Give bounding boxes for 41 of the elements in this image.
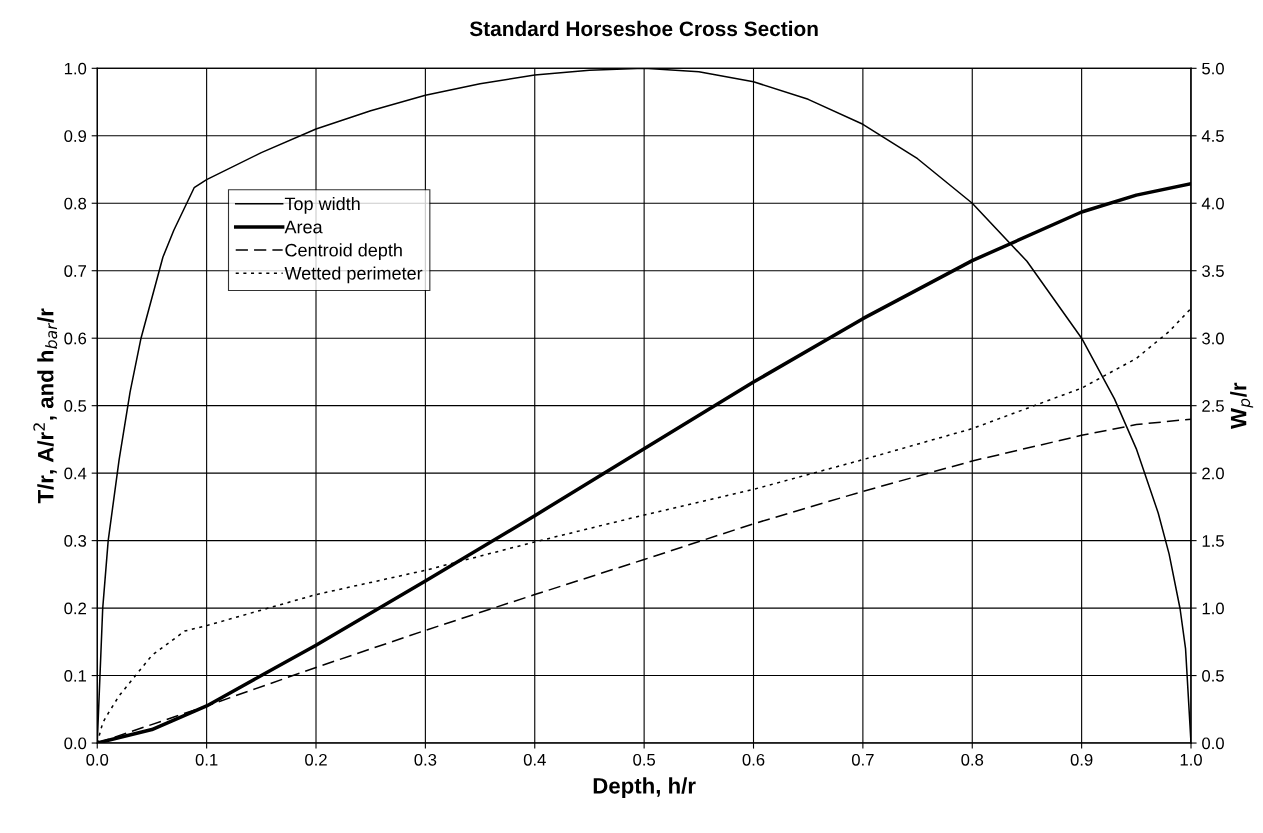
x-tick-label: 1.0: [1180, 753, 1202, 766]
y2-tick-label: 1.0: [1202, 602, 1224, 615]
y2-tick-label: 5.0: [1202, 62, 1224, 75]
y2-tick-label: 2.0: [1202, 467, 1224, 480]
y-tick-label: 0.6: [64, 332, 87, 345]
x-axis-title: Depth, h/r: [593, 777, 696, 799]
y2-tick-label: 3.5: [1202, 265, 1224, 277]
y2-tick-label: 3.0: [1202, 332, 1224, 345]
y2-tick-label: 2.5: [1202, 400, 1224, 412]
legend-label: Wetted perimeter: [284, 266, 423, 284]
y2-tick-label: 4.5: [1201, 130, 1224, 142]
y2-tick-label: 4.0: [1201, 197, 1224, 210]
x-tick-label: 0.1: [195, 753, 218, 766]
y2-tick-label: 1.5: [1202, 535, 1224, 547]
legend-label: Area: [284, 220, 323, 234]
y-tick-label: 0.0: [64, 737, 87, 750]
y-tick-label: 0.4: [64, 467, 87, 480]
y-tick-label: 0.5: [64, 400, 87, 412]
y2-tick-label: 0.0: [1202, 737, 1224, 750]
x-tick-label: 0.9: [1070, 753, 1093, 766]
y-tick-label: 0.8: [64, 197, 87, 210]
x-tick-label: 0.7: [851, 753, 874, 766]
x-tick-label: 0.4: [523, 753, 546, 766]
x-tick-label: 0.2: [305, 753, 327, 766]
x-tick-label: 0.6: [742, 753, 765, 766]
x-tick-label: 0.0: [86, 753, 109, 766]
y-axis-title: T/r, A/r$^{2}$, and h$_{bar}$/r: [33, 308, 58, 504]
x-tick-label: 0.3: [414, 753, 437, 766]
legend-label: Top width: [284, 196, 360, 214]
y-tick-label: 0.7: [64, 265, 86, 277]
x-tick-label: 0.5: [633, 753, 656, 766]
y-tick-label: 0.9: [64, 130, 87, 142]
legend-label: Centroid depth: [285, 243, 402, 261]
y-tick-label: 0.2: [64, 602, 86, 615]
chart-title: Standard Horseshoe Cross Section: [469, 20, 818, 37]
y-tick-label: 1.0: [64, 62, 87, 75]
y-tick-label: 0.3: [64, 535, 87, 547]
y2-tick-label: 0.5: [1202, 669, 1224, 682]
y-tick-label: 0.1: [64, 669, 87, 682]
x-tick-label: 0.8: [961, 753, 984, 766]
y2-axis-title: W$_{p}$/r: [1230, 382, 1254, 429]
